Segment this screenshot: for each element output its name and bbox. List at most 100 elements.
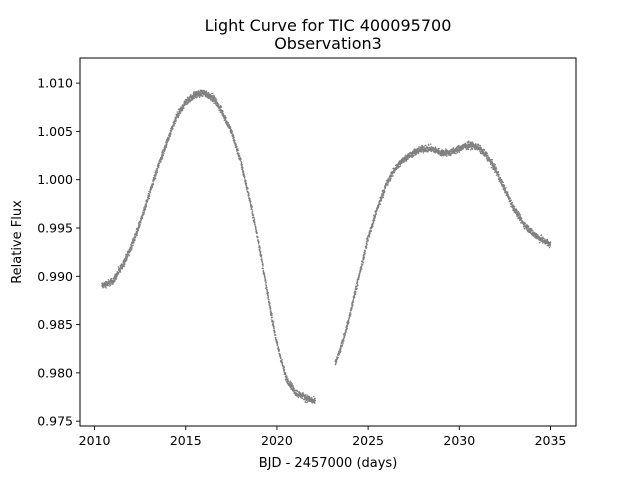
data-point [271, 313, 273, 315]
data-point [189, 101, 191, 103]
data-point [245, 179, 247, 182]
data-point [243, 173, 245, 176]
data-point [444, 148, 447, 150]
data-point [155, 173, 158, 175]
data-point [129, 248, 131, 251]
data-point [134, 238, 136, 241]
data-point [147, 192, 150, 195]
data-point [526, 223, 528, 226]
data-point [352, 298, 355, 301]
data-point [544, 241, 547, 243]
data-point [145, 205, 148, 207]
data-point [529, 227, 532, 230]
data-point [143, 205, 146, 207]
data-point [382, 194, 385, 196]
data-point [253, 218, 256, 220]
data-point [489, 163, 492, 166]
data-point [498, 180, 501, 183]
data-point [222, 110, 224, 113]
data-point [373, 217, 376, 219]
data-point [536, 233, 539, 236]
data-point [141, 217, 144, 219]
y-tick-label: 0.980 [37, 365, 73, 380]
data-point [363, 258, 365, 260]
data-point [372, 220, 375, 223]
data-point [425, 150, 427, 153]
data-point [347, 322, 350, 325]
data-point [220, 106, 223, 108]
data-point [230, 128, 232, 131]
data-point [451, 148, 454, 151]
data-point [491, 159, 493, 161]
data-point [286, 376, 288, 378]
data-point [177, 116, 180, 119]
data-point [486, 152, 488, 155]
data-point [251, 208, 253, 211]
data-point [242, 172, 245, 174]
y-tick-label: 0.995 [37, 220, 73, 235]
data-point [343, 339, 345, 341]
data-point [253, 222, 256, 224]
data-point [160, 158, 163, 160]
data-point [523, 224, 525, 226]
data-point [407, 158, 409, 160]
data-point [269, 307, 272, 310]
data-point [133, 242, 135, 244]
data-point [197, 95, 200, 97]
data-point [173, 121, 176, 124]
data-point [143, 209, 146, 212]
data-point [245, 182, 248, 185]
data-point [458, 151, 460, 153]
data-point [374, 216, 377, 218]
data-point [128, 255, 130, 257]
data-point [342, 333, 345, 335]
data-point [403, 160, 405, 162]
data-point [399, 165, 401, 168]
data-point [526, 227, 529, 229]
data-point [235, 143, 237, 146]
data-point [107, 279, 109, 281]
data-point [257, 239, 259, 241]
data-point [338, 353, 340, 356]
data-point [456, 151, 459, 154]
data-point [102, 286, 105, 288]
data-point [430, 150, 433, 153]
data-point [130, 248, 133, 251]
data-point [257, 236, 259, 239]
data-point [408, 156, 411, 159]
data-point [355, 291, 357, 293]
data-point [287, 378, 289, 380]
y-tick-label: 0.990 [37, 269, 73, 284]
data-point [137, 229, 139, 231]
data-point [337, 356, 339, 359]
data-point [155, 174, 157, 176]
data-point [169, 135, 171, 138]
data-point [240, 161, 243, 163]
data-point [232, 133, 234, 136]
data-point [440, 154, 443, 157]
data-point [304, 401, 307, 403]
data-point [193, 97, 195, 100]
y-axis-ticks: 0.975 0.980 0.985 0.990 0.995 1.000 1.005 1.010 [37, 76, 80, 429]
y-tick-label: 1.005 [37, 124, 73, 139]
data-point [217, 103, 220, 106]
data-point [469, 149, 472, 151]
data-point [270, 309, 272, 312]
data-point [272, 326, 275, 329]
data-point [401, 162, 403, 164]
data-point [278, 350, 280, 353]
data-point [165, 140, 168, 142]
data-point [267, 292, 270, 294]
data-point [304, 393, 307, 396]
data-point [173, 124, 175, 127]
data-point [347, 320, 350, 322]
data-point [391, 175, 393, 177]
y-axis-label: Relative Flux [10, 200, 25, 284]
data-point [145, 203, 148, 205]
data-point [348, 317, 350, 320]
data-point [542, 236, 544, 238]
data-point [244, 175, 246, 177]
data-point [371, 227, 373, 229]
x-axis-label: BJD - 2457000 (days) [259, 456, 398, 471]
data-point [155, 171, 157, 174]
